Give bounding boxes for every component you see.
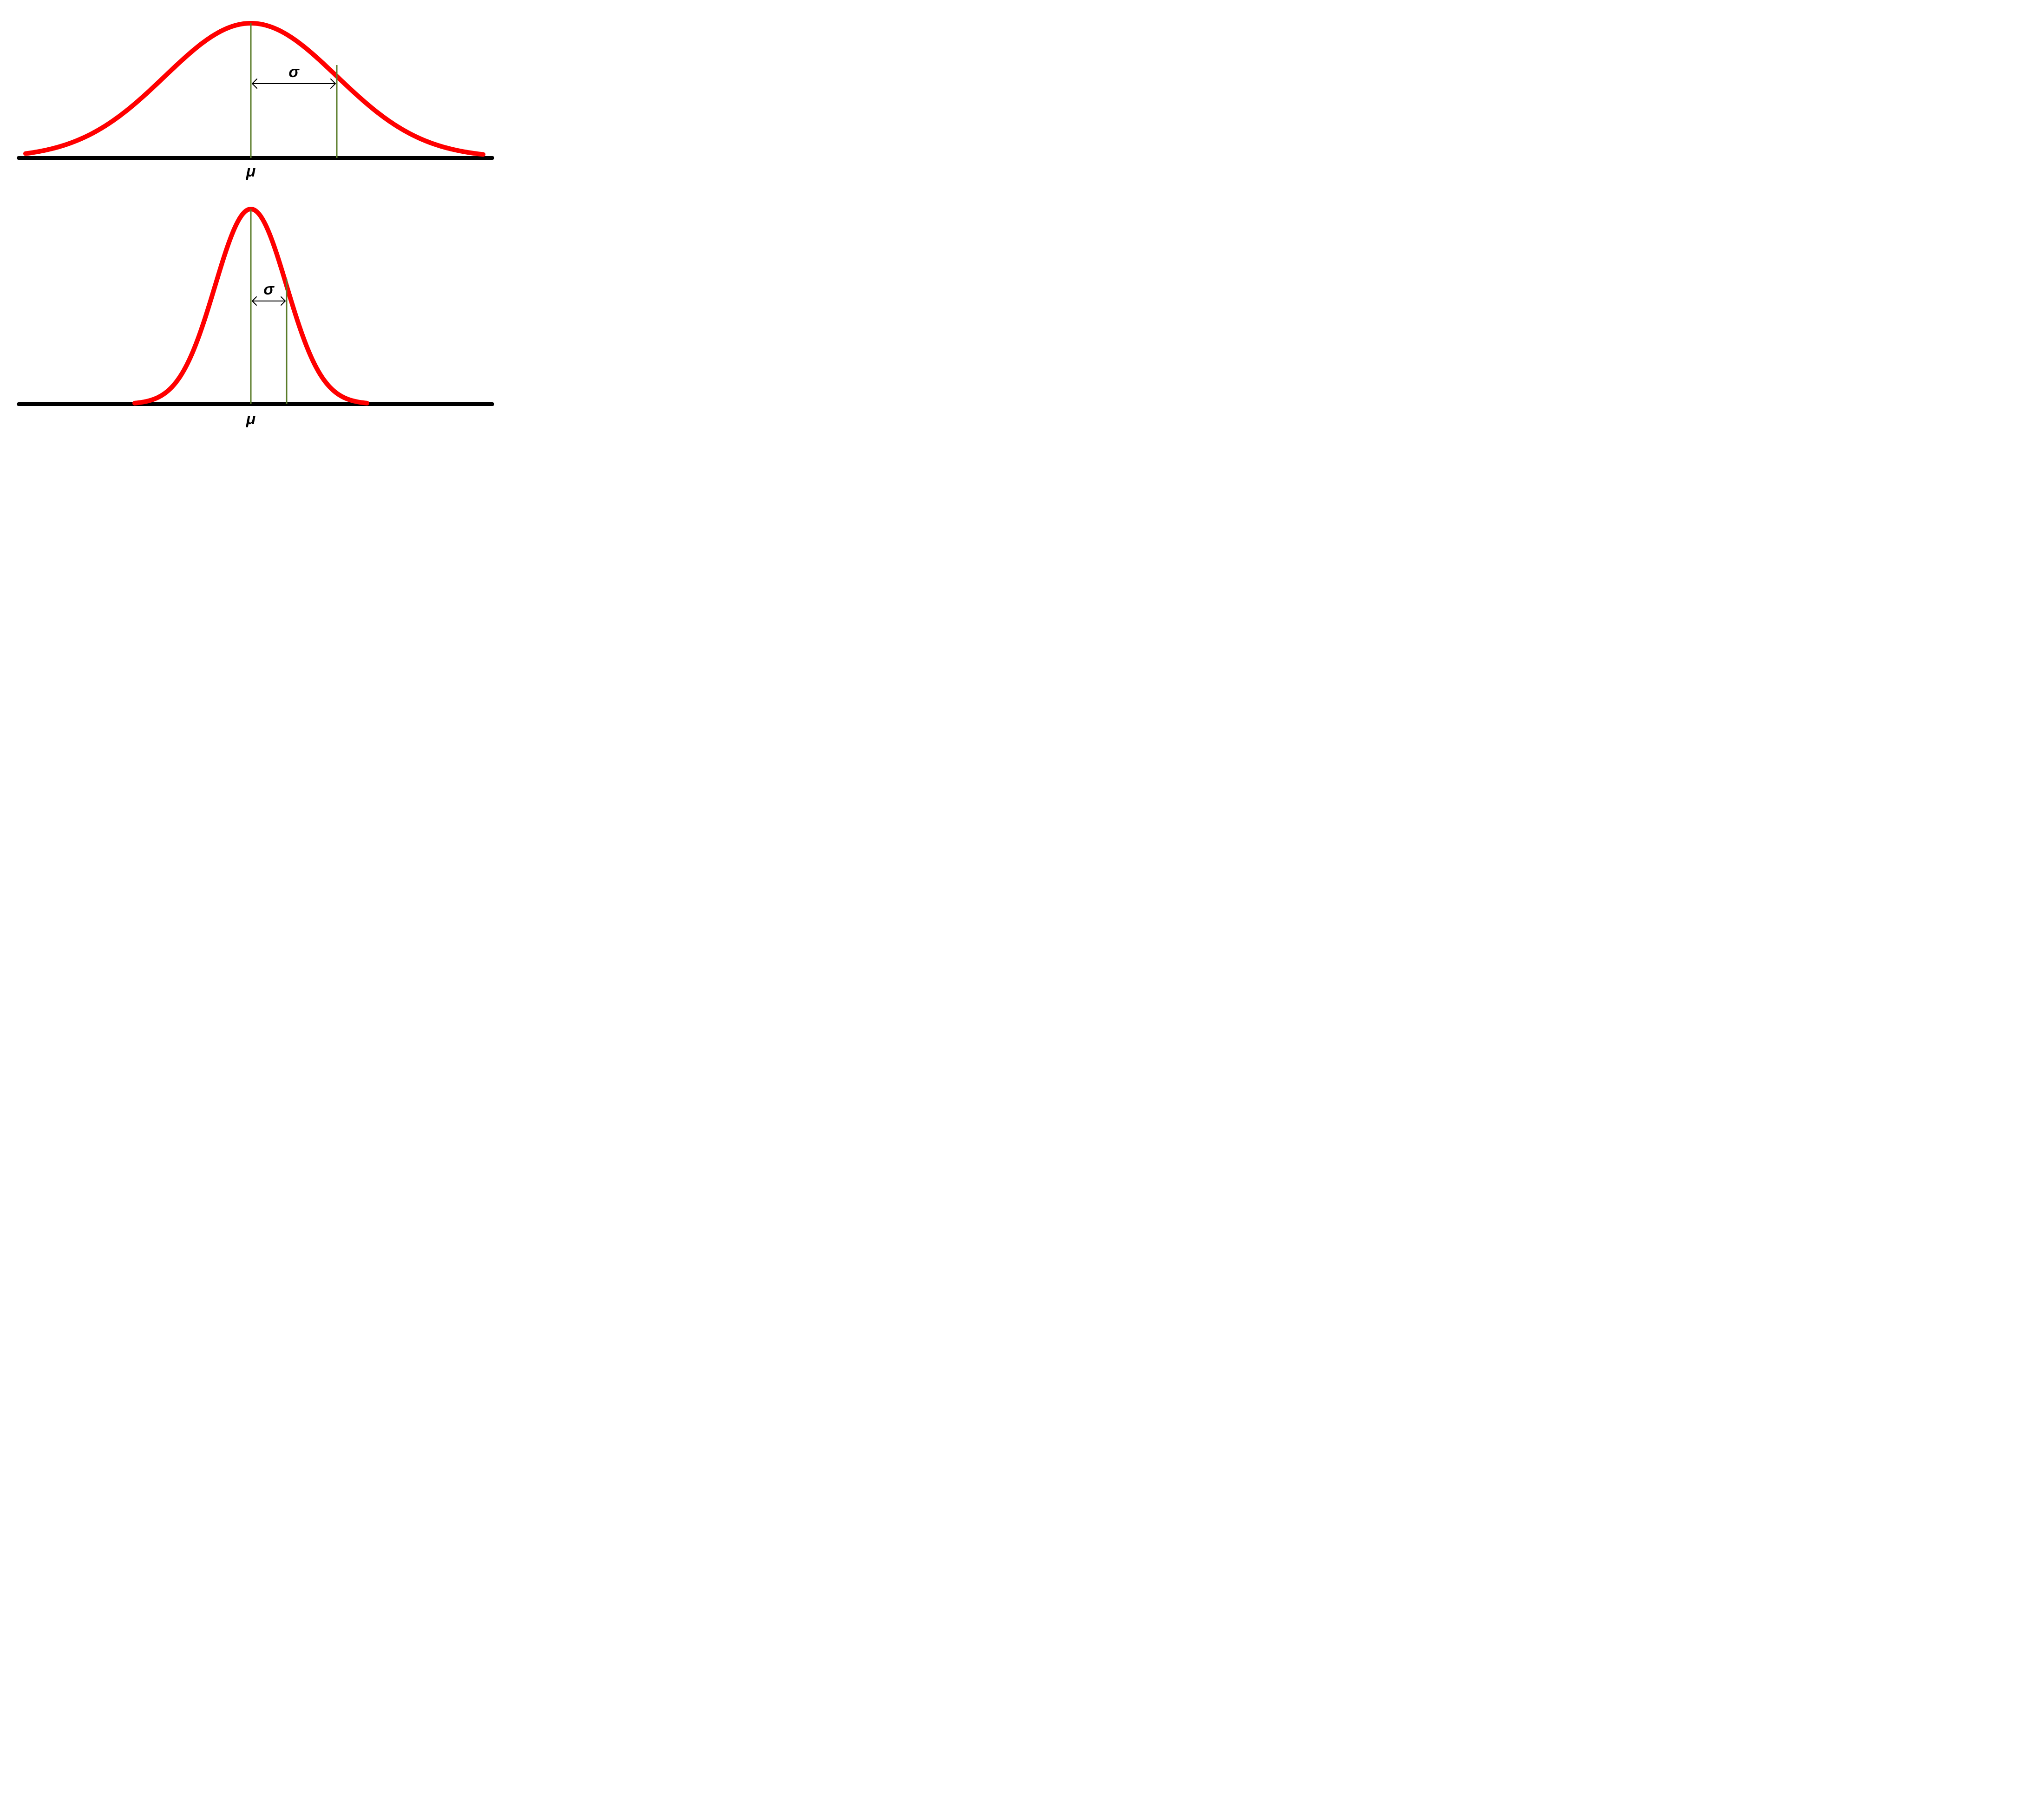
sigma-label: σ	[263, 281, 275, 298]
mu-label: μ	[246, 163, 256, 180]
gaussian-curve-1: σμ	[19, 23, 492, 180]
gaussian-curve-2: σμ	[19, 209, 492, 428]
bell-curve	[26, 23, 483, 154]
sigma-label: σ	[288, 63, 300, 81]
mu-label: μ	[246, 410, 256, 428]
